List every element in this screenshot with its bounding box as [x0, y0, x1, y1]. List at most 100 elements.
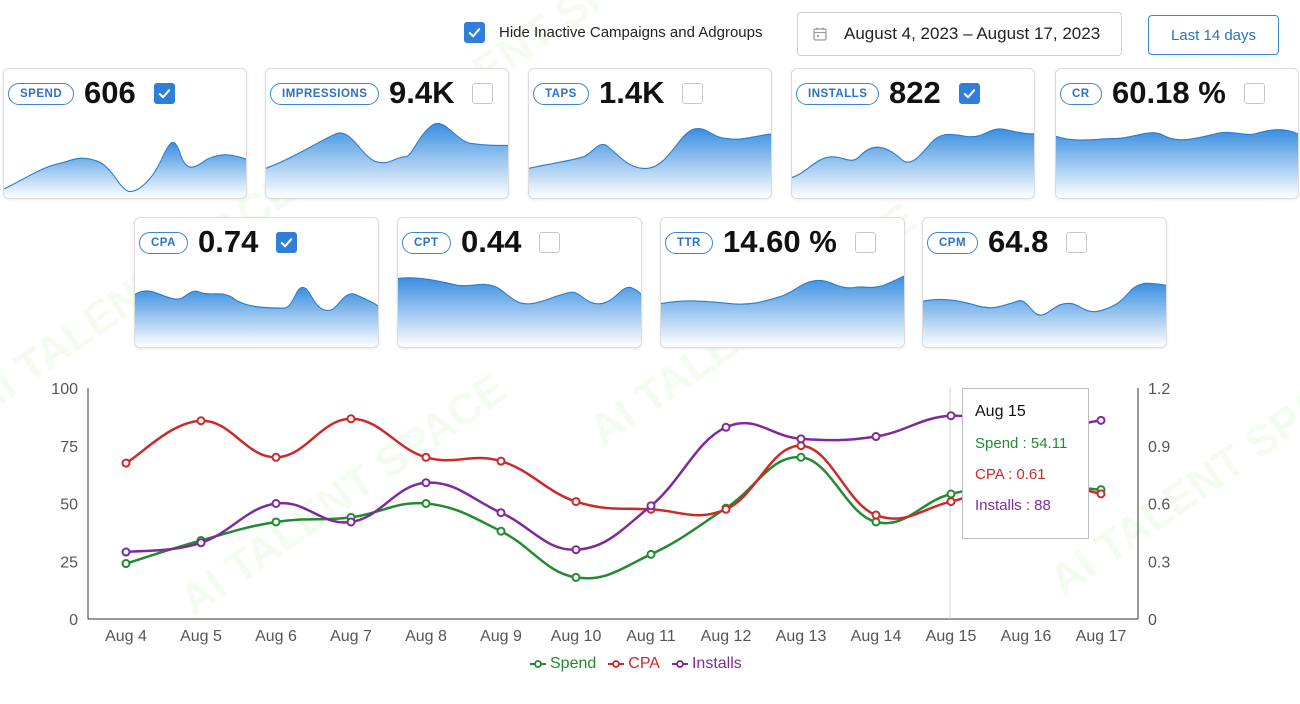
metric-card-spend[interactable]: SPEND 606 [3, 68, 247, 199]
metric-label: TTR [665, 232, 713, 254]
metric-checkbox[interactable] [682, 83, 703, 104]
metric-label: INSTALLS [796, 83, 880, 105]
metric-value: 60.18 % [1112, 75, 1226, 110]
x-tick-label: Aug 12 [701, 628, 752, 645]
metric-checkbox[interactable] [959, 83, 980, 104]
metric-checkbox[interactable] [855, 232, 876, 253]
x-tick-label: Aug 4 [105, 628, 147, 645]
data-point-cpa [346, 414, 356, 424]
series-line-installs [125, 414, 1102, 554]
y-left-tick-label: 0 [69, 612, 78, 629]
y-right-tick-label: 0.3 [1148, 554, 1170, 571]
x-tick-label: Aug 14 [851, 628, 902, 645]
checkmark-icon [158, 89, 171, 99]
data-point-installs [946, 411, 956, 421]
metric-label: CPM [927, 232, 979, 254]
x-tick-label: Aug 17 [1076, 628, 1127, 645]
y-right-tick-label: 0.9 [1148, 439, 1170, 456]
data-point-installs [646, 501, 656, 511]
tooltip-title: Aug 15 [975, 403, 1026, 420]
legend-marker-icon [671, 660, 688, 668]
data-point-spend [646, 549, 656, 559]
y-right-tick-label: 0 [1148, 612, 1157, 629]
metric-label: SPEND [8, 83, 75, 105]
date-range-text: August 4, 2023 – August 17, 2023 [844, 24, 1101, 43]
metric-value: 64.8 [988, 224, 1049, 259]
metric-value: 0.74 [198, 224, 259, 259]
legend-label: Installs [691, 655, 742, 672]
legend-item-spend[interactable]: Spend [530, 655, 596, 673]
metric-checkbox[interactable] [1244, 83, 1265, 104]
sparkline [135, 286, 378, 347]
chart-tooltip: Aug 15 Spend : 54.11 CPA : 0.61 Installs… [962, 388, 1089, 539]
series-line-spend [125, 456, 1102, 580]
x-tick-label: Aug 10 [551, 628, 602, 645]
data-point-installs [571, 545, 581, 555]
metric-card-taps[interactable]: TAPS 1.4K [528, 68, 772, 199]
y-left-tick-label: 75 [60, 439, 78, 456]
data-point-installs [196, 538, 206, 548]
metric-checkbox[interactable] [539, 232, 560, 253]
data-point-spend [271, 517, 281, 527]
tooltip-cpa: CPA : 0.61 [975, 466, 1046, 483]
metric-card-cpa[interactable]: CPA 0.74 [134, 217, 379, 348]
metric-value: 14.60 % [723, 224, 837, 259]
legend-label: CPA [628, 655, 660, 672]
metric-card-installs[interactable]: INSTALLS 822 [791, 68, 1035, 199]
metric-card-cpt[interactable]: CPT 0.44 [397, 217, 642, 348]
data-point-cpa [1096, 489, 1106, 499]
metric-card-ttr[interactable]: TTR 14.60 % [660, 217, 905, 348]
metric-label: CPA [139, 232, 188, 254]
hide-inactive-checkbox[interactable] [464, 22, 485, 43]
x-tick-label: Aug 5 [180, 628, 222, 645]
y-right-tick-label: 1.2 [1148, 381, 1170, 398]
legend-item-installs[interactable]: Installs [671, 655, 742, 673]
data-point-installs [346, 517, 356, 527]
metric-label: CR [1060, 83, 1102, 105]
metric-checkbox[interactable] [472, 83, 493, 104]
chart-legend: Spend CPA Installs [530, 655, 742, 673]
line-chart: 0 25 50 75 100 0 0.3 0.6 0.9 1.2 Aug 4 Aug 5 Aug 6 Au… [0, 370, 1300, 704]
metric-value: 822 [889, 75, 941, 110]
x-tick-label: Aug 16 [1001, 628, 1052, 645]
x-tick-label: Aug 13 [776, 628, 827, 645]
metric-value: 9.4K [389, 75, 455, 110]
tooltip-spend: Spend : 54.11 [975, 435, 1068, 452]
metric-card-cpm[interactable]: CPM 64.8 [922, 217, 1167, 348]
x-tick-label: Aug 11 [626, 628, 676, 645]
sparkline [529, 127, 771, 198]
metric-card-cr[interactable]: CR 60.18 % [1055, 68, 1299, 199]
data-point-cpa [121, 458, 131, 468]
metric-value: 1.4K [599, 75, 665, 110]
sparkline [266, 122, 508, 198]
metric-value: 606 [84, 75, 136, 110]
data-point-installs [496, 508, 506, 518]
calendar-icon [813, 27, 827, 41]
data-point-spend [121, 559, 131, 569]
data-point-spend [571, 572, 581, 582]
data-point-cpa [946, 497, 956, 507]
x-tick-label: Aug 8 [405, 628, 447, 645]
metric-checkbox[interactable] [276, 232, 297, 253]
date-range-picker[interactable]: August 4, 2023 – August 17, 2023 [797, 12, 1122, 56]
data-point-spend [796, 452, 806, 462]
legend-item-cpa[interactable]: CPA [608, 655, 660, 673]
data-point-installs [1096, 415, 1106, 425]
metric-label: CPT [402, 232, 451, 254]
legend-label: Spend [550, 655, 597, 672]
data-point-cpa [271, 452, 281, 462]
data-point-installs [121, 547, 131, 557]
sparkline [923, 282, 1166, 347]
x-tick-label: Aug 7 [330, 628, 372, 645]
metric-checkbox[interactable] [1066, 232, 1087, 253]
metric-card-impressions[interactable]: IMPRESSIONS 9.4K [265, 68, 509, 199]
checkmark-icon [963, 89, 976, 99]
toolbar: Hide Inactive Campaigns and Adgroups Aug… [0, 12, 1300, 58]
sparkline [661, 275, 904, 347]
last-14-days-button[interactable]: Last 14 days [1148, 15, 1279, 55]
metric-checkbox[interactable] [154, 83, 175, 104]
hide-inactive-toggle[interactable]: Hide Inactive Campaigns and Adgroups [464, 22, 763, 43]
data-point-installs [871, 432, 881, 442]
data-point-cpa [721, 504, 731, 514]
